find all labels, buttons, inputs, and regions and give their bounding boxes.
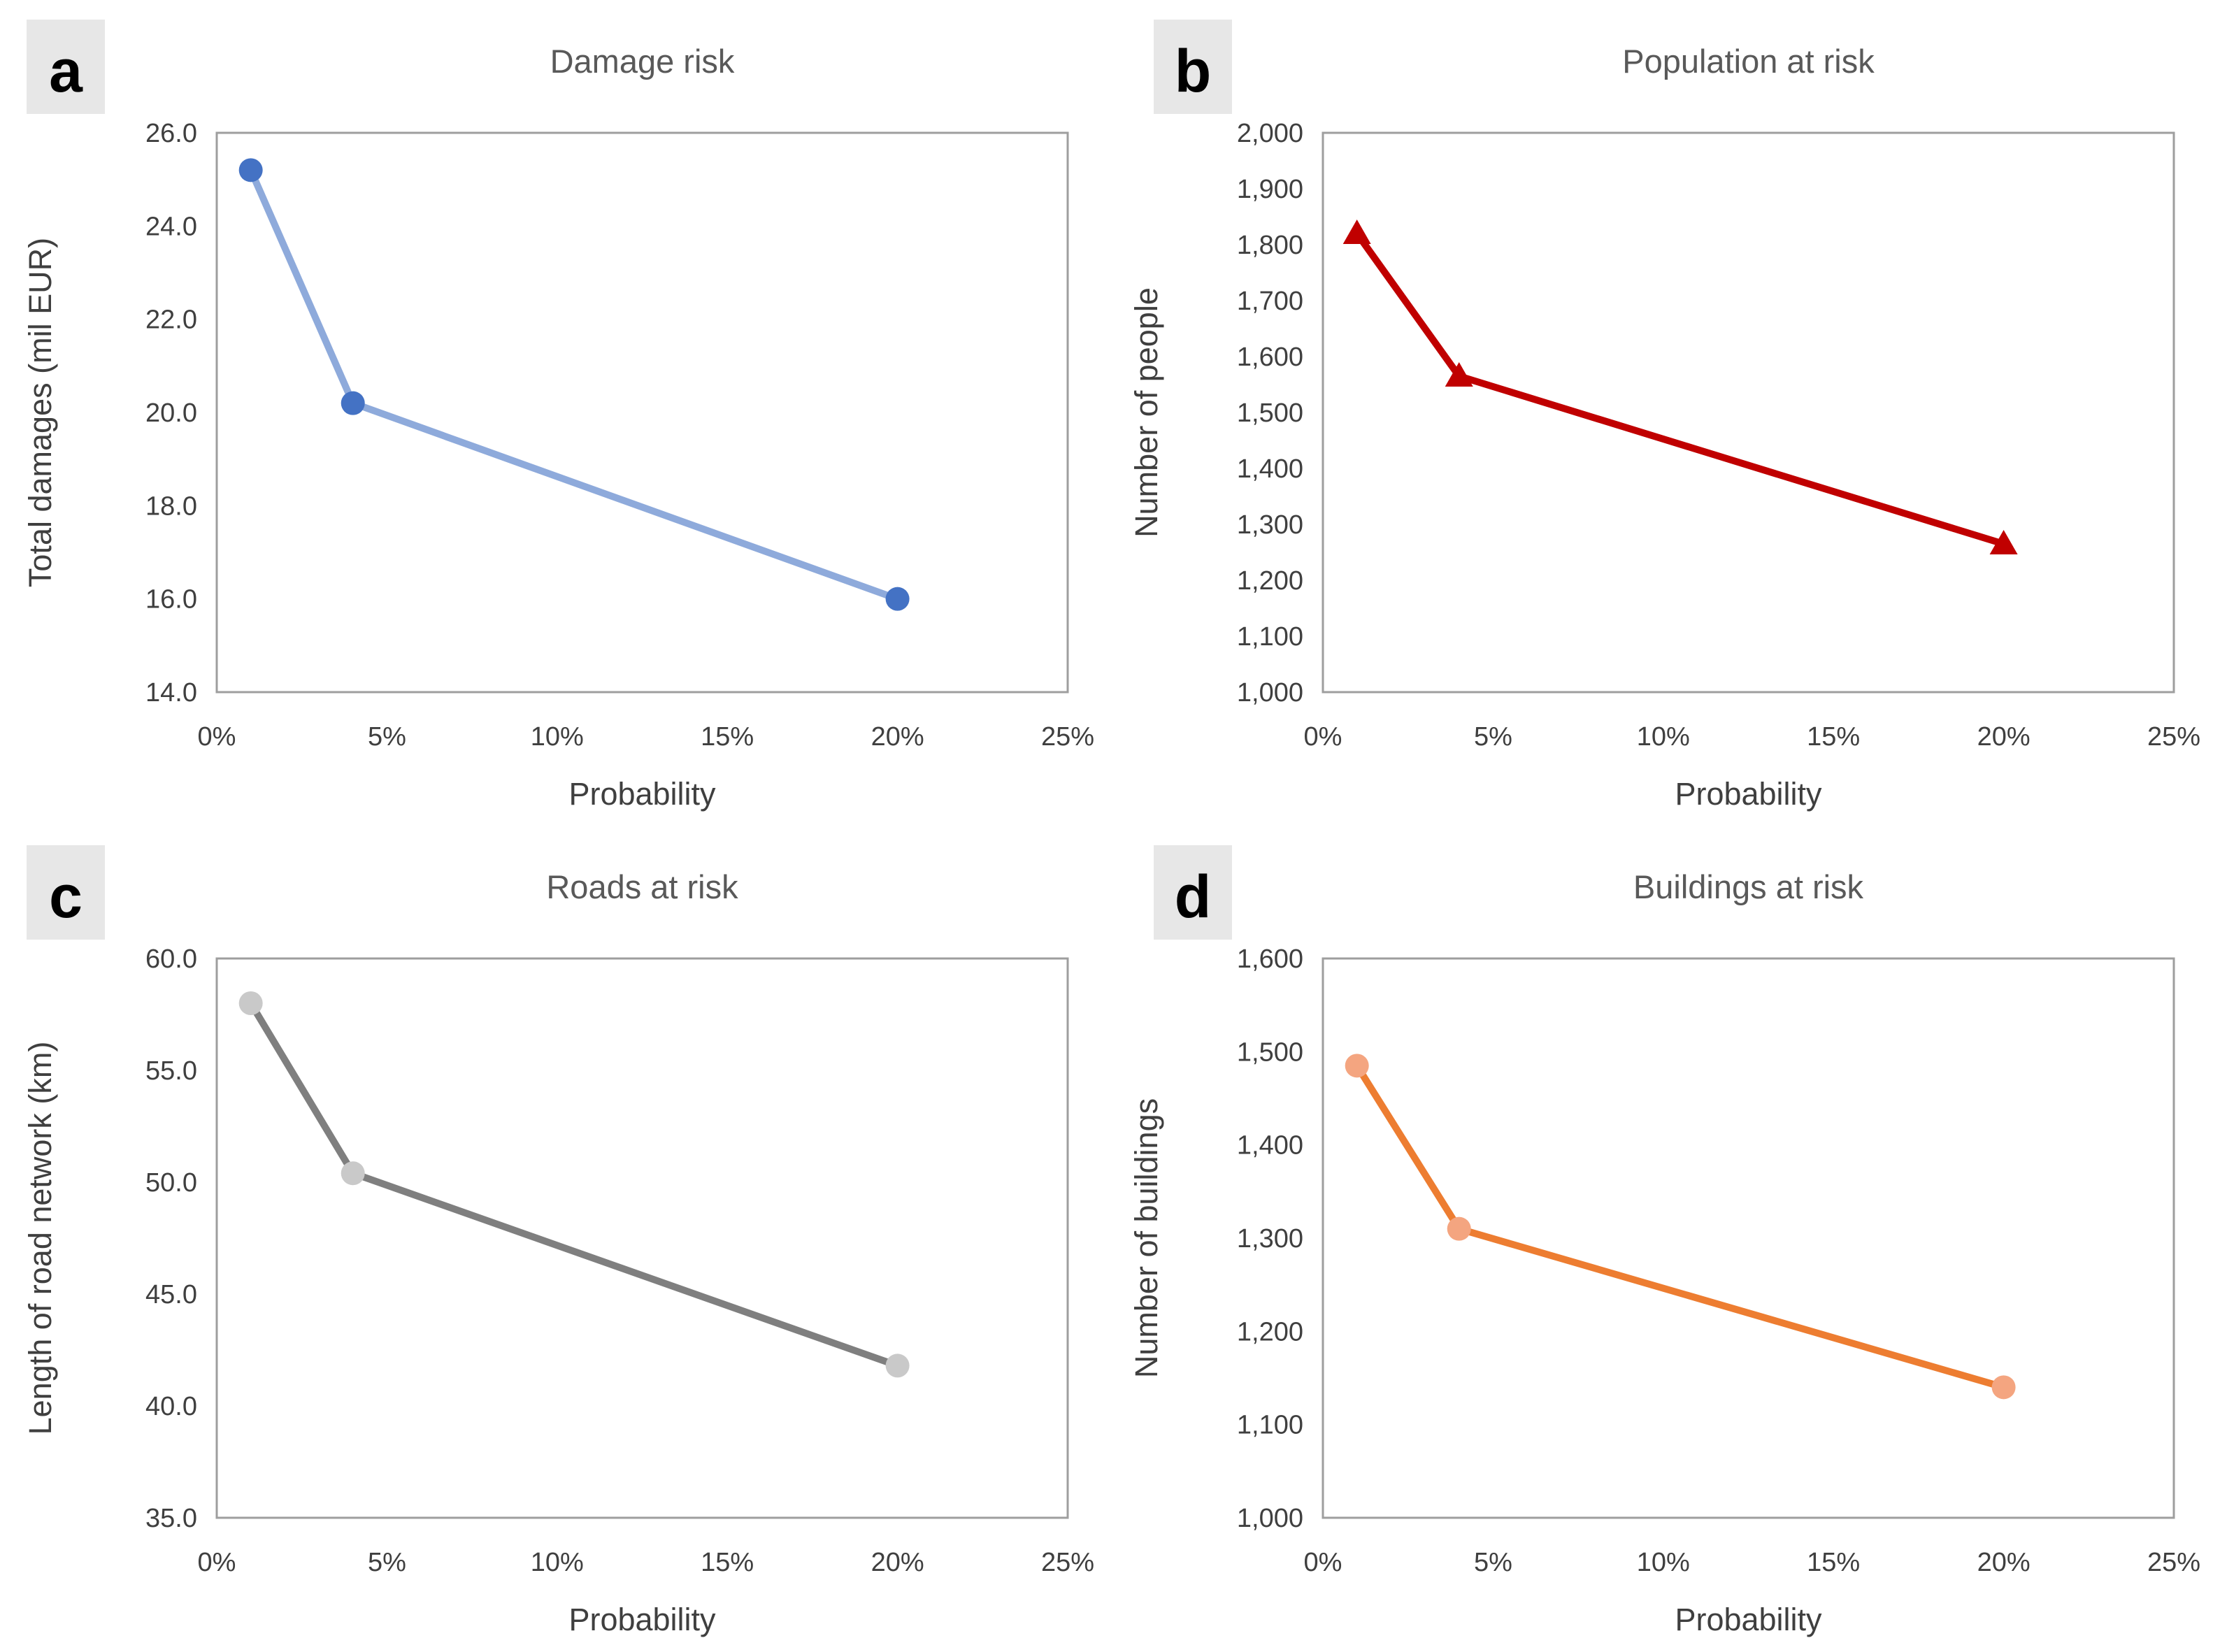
data-point-marker xyxy=(1991,1375,2016,1400)
x-tick-label: 20% xyxy=(871,1548,924,1577)
plot-area: 1,000 1,100 1,200 1,300 1,400 1,500 1,600 0% 5% 1… xyxy=(1237,944,2200,1577)
x-tick-label: 20% xyxy=(871,722,924,752)
panel-b: b Population at risk Number of people 1,… xyxy=(1106,0,2213,826)
x-tick-label: 10% xyxy=(531,722,584,752)
data-point-marker xyxy=(885,587,910,611)
y-tick-label: 55.0 xyxy=(145,1056,197,1086)
x-tick-label: 0% xyxy=(1304,722,1342,752)
plot-border xyxy=(215,957,1069,1519)
x-tick-label: 10% xyxy=(1637,1548,1690,1577)
y-tick-label: 22.0 xyxy=(145,306,197,335)
x-tick-label: 15% xyxy=(701,1548,754,1577)
x-axis-title: Probability xyxy=(1675,776,1822,812)
y-tick-label: 45.0 xyxy=(145,1280,197,1309)
y-tick-label: 16.0 xyxy=(145,585,197,615)
y-tick-label: 1,600 xyxy=(1237,944,1303,974)
y-tick-label: 1,100 xyxy=(1237,1411,1303,1440)
x-tick-label: 5% xyxy=(1474,722,1512,752)
chart-title: Damage risk xyxy=(550,43,735,80)
data-point-marker xyxy=(1345,1054,1369,1078)
data-point-marker xyxy=(341,1161,365,1186)
panel-label: b xyxy=(1154,20,1232,114)
panel-label: d xyxy=(1154,845,1232,940)
y-tick-label: 1,300 xyxy=(1237,1224,1303,1254)
y-tick-label: 35.0 xyxy=(145,1504,197,1533)
y-tick-label: 1,000 xyxy=(1237,1504,1303,1533)
x-tick-label: 25% xyxy=(2147,1548,2200,1577)
x-tick-label: 0% xyxy=(198,722,236,752)
plot-area: 14.0 16.0 18.0 20.0 22.0 24.0 26.0 0% 5% 10% 15% 20… xyxy=(145,119,1094,752)
y-tick-label: 26.0 xyxy=(145,119,197,148)
x-axis-title: Probability xyxy=(568,1602,716,1637)
y-tick-label: 1,700 xyxy=(1237,287,1303,316)
panel-label: a xyxy=(27,20,105,114)
y-tick-label: 24.0 xyxy=(145,212,197,241)
data-point-marker xyxy=(341,391,365,415)
data-line xyxy=(247,166,901,603)
x-tick-label: 5% xyxy=(1474,1548,1512,1577)
y-tick-label: 2,000 xyxy=(1237,119,1303,148)
chart-title: Roads at risk xyxy=(546,868,738,905)
x-tick-label: 0% xyxy=(198,1548,236,1577)
data-point-marker xyxy=(1445,362,1473,387)
panel-a: a Damage risk Total damages (mil EUR) 14… xyxy=(0,0,1106,826)
y-tick-label: 40.0 xyxy=(145,1392,197,1421)
data-point-marker xyxy=(238,991,263,1015)
y-tick-label: 1,400 xyxy=(1237,454,1303,484)
x-tick-label: 15% xyxy=(1807,1548,1860,1577)
y-tick-label: 1,800 xyxy=(1237,231,1303,260)
x-tick-label: 10% xyxy=(531,1548,584,1577)
data-line xyxy=(247,1000,901,1370)
chart-title: Population at risk xyxy=(1622,43,1875,80)
y-tick-label: 1,200 xyxy=(1237,1317,1303,1346)
data-point-marker xyxy=(1989,530,2018,554)
x-tick-label: 15% xyxy=(701,722,754,752)
y-tick-label: 60.0 xyxy=(145,944,197,974)
plot-border xyxy=(215,131,1069,694)
y-tick-label: 1,600 xyxy=(1237,343,1303,372)
x-tick-label: 20% xyxy=(1977,1548,2031,1577)
x-tick-label: 20% xyxy=(1977,722,2031,752)
y-tick-label: 1,300 xyxy=(1237,510,1303,540)
panel-c: c Roads at risk Length of road network (… xyxy=(0,826,1106,1652)
x-axis-title: Probability xyxy=(568,776,716,812)
y-tick-label: 20.0 xyxy=(145,398,197,428)
y-tick-label: 1,200 xyxy=(1237,566,1303,596)
data-point-marker xyxy=(885,1353,910,1378)
y-tick-label: 1,400 xyxy=(1237,1131,1303,1161)
data-point-marker xyxy=(1447,1216,1471,1241)
y-tick-label: 50.0 xyxy=(145,1168,197,1198)
x-axis-title: Probability xyxy=(1675,1602,1822,1637)
y-tick-label: 1,500 xyxy=(1237,398,1303,428)
data-line xyxy=(1353,230,2007,547)
y-tick-label: 1,000 xyxy=(1237,678,1303,708)
x-tick-label: 25% xyxy=(2147,722,2200,752)
y-tick-label: 18.0 xyxy=(145,491,197,521)
y-tick-label: 14.0 xyxy=(145,678,197,708)
x-tick-label: 10% xyxy=(1637,722,1690,752)
panel-d: d Buildings at risk Number of buildings … xyxy=(1106,826,2213,1652)
x-tick-label: 15% xyxy=(1807,722,1860,752)
plot-border xyxy=(1322,131,2175,694)
data-point-marker xyxy=(1342,220,1371,244)
chart-title: Buildings at risk xyxy=(1633,868,1864,905)
x-tick-label: 5% xyxy=(368,722,406,752)
data-point-marker xyxy=(238,158,263,182)
x-tick-label: 0% xyxy=(1304,1548,1342,1577)
panel-label: c xyxy=(27,845,105,940)
x-tick-label: 25% xyxy=(1041,1548,1094,1577)
plot-area: 1,000 1,100 1,200 1,300 1,400 1,500 1,600 1,700… xyxy=(1237,119,2200,752)
plot-area: 35.0 40.0 45.0 50.0 55.0 60.0 0% 5% 10% 15% 20% 25% xyxy=(145,944,1094,1577)
y-tick-label: 1,900 xyxy=(1237,175,1303,204)
x-tick-label: 25% xyxy=(1041,722,1094,752)
y-tick-label: 1,500 xyxy=(1237,1037,1303,1067)
x-tick-label: 5% xyxy=(368,1548,406,1577)
y-tick-label: 1,100 xyxy=(1237,622,1303,652)
plot-border xyxy=(1322,957,2175,1519)
